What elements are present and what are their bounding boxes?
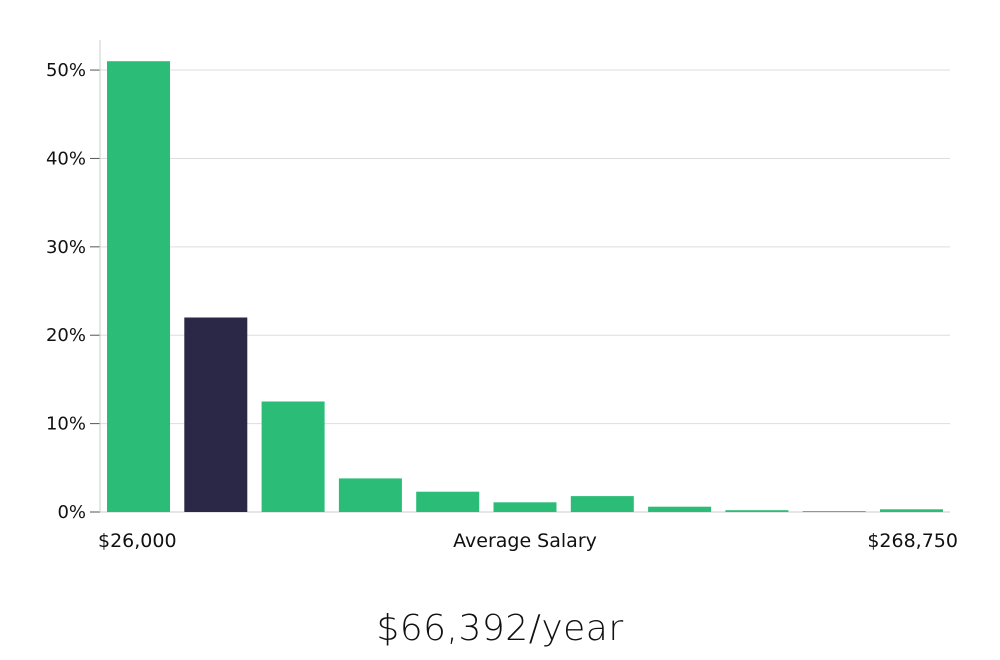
x-axis-label: Average Salary [453,530,597,552]
y-tick-label: 10% [46,414,86,435]
bars [107,61,943,512]
y-tick-label: 0% [57,502,86,523]
x-max-label: $268,750 [867,530,958,552]
y-tick-label: 20% [46,325,86,346]
bar [261,401,325,512]
y-tick-label: 40% [46,148,86,169]
bar [570,496,634,512]
bar-highlighted [184,317,248,512]
bar [493,502,557,512]
bar [880,509,943,512]
x-min-label: $26,000 [98,530,177,552]
bar [107,61,170,512]
average-salary-value: $66,392/year [376,608,624,649]
bar [648,506,712,512]
y-axis-ticks: 0% 10% 20% 30% 40% 50% [46,60,100,523]
bar [802,511,866,512]
bar [416,491,480,512]
y-tick-label: 50% [46,60,86,81]
y-tick-label: 30% [46,237,86,258]
bar [725,510,789,512]
bar [338,478,402,512]
